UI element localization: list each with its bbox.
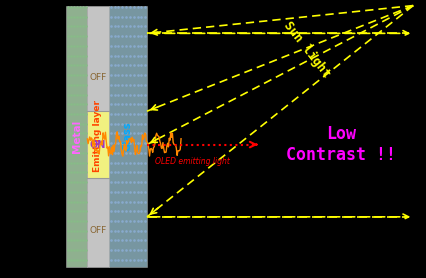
Text: OFF: OFF (89, 226, 106, 235)
Text: Metal: Metal (72, 120, 82, 153)
Bar (87, 6, 109, 111)
Text: OLED emitting light: OLED emitting light (155, 157, 230, 166)
Bar (87, 178, 109, 267)
Bar (66, 6, 87, 267)
Text: OFF: OFF (89, 73, 106, 82)
Text: Low
Contrast !!: Low Contrast !! (286, 125, 396, 164)
Text: Sun light: Sun light (281, 19, 333, 81)
Text: Glass: Glass (123, 121, 133, 151)
Text: Emitting layer: Emitting layer (93, 100, 103, 172)
Text: ON: ON (90, 140, 106, 150)
Bar (109, 6, 147, 267)
Bar (87, 111, 109, 178)
